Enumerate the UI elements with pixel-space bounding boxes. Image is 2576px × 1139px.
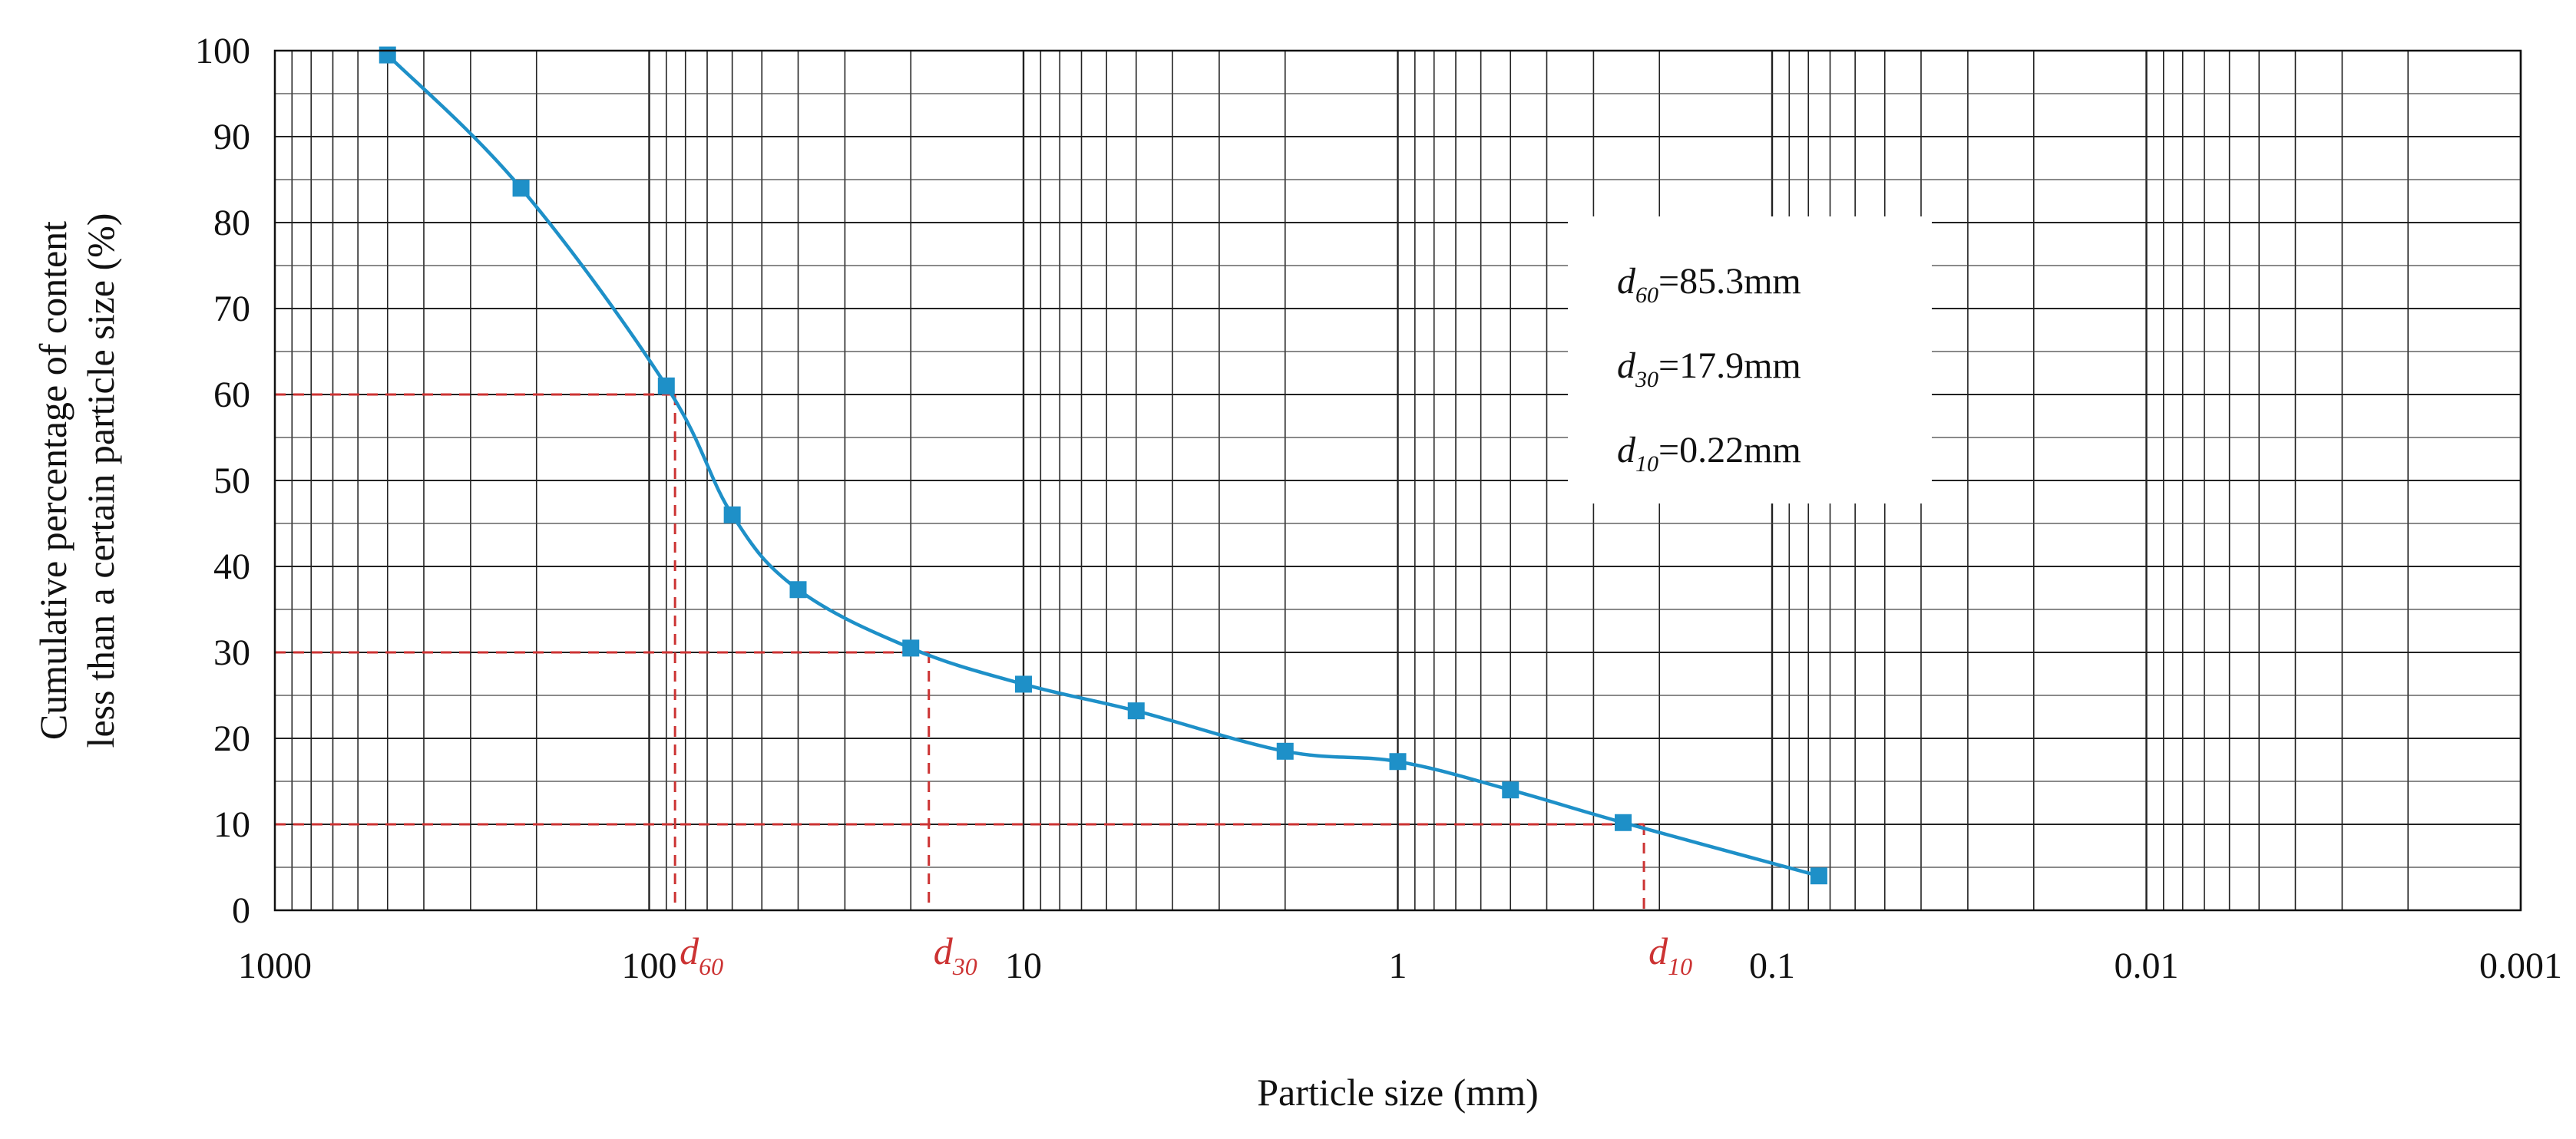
y-tick-label: 80 [213,203,250,243]
annotation-subscript: 10 [1635,451,1658,477]
reference-label-symbol: d [1648,929,1668,972]
data-point [1389,753,1407,771]
reference-lines [275,393,1645,910]
x-tick-label: 0.1 [1749,946,1795,986]
y-tick-label: 10 [213,804,250,845]
data-point [723,506,741,523]
annotation-value: =85.3mm [1658,261,1801,302]
data-point [512,180,530,197]
annotation-subscript: 30 [1635,367,1658,392]
y-axis-title-line: Cumulative percentage of content [31,221,74,740]
y-tick-label: 60 [213,375,250,415]
reference-label-subscript: 60 [699,952,723,980]
reference-label-symbol: d [934,929,954,972]
data-point [379,46,396,64]
plot-border [273,49,2522,912]
series [379,46,1827,885]
plot-frame [273,49,2522,912]
x-axis-title: Particle size (mm) [1257,1071,1539,1114]
y-tick-label: 90 [213,117,250,157]
x-tick-label: 0.001 [2479,946,2562,986]
annotation-line: d10=0.22mm [1617,430,1801,477]
data-point [902,639,920,657]
y-tick-label: 50 [213,461,250,501]
reference-label-subscript: 10 [1668,952,1692,980]
annotation-value: =17.9mm [1658,345,1801,386]
y-tick-label: 100 [195,31,250,71]
data-point [1502,781,1519,799]
annotation-subscript: 60 [1635,282,1658,308]
x-tick-label: 10 [1005,946,1042,986]
y-tick-label: 30 [213,632,250,673]
grid [275,50,2522,911]
y-tick-label: 70 [213,289,250,329]
x-tick-label: 1000 [238,946,312,986]
annotation-symbol: d [1617,261,1636,302]
annotation-background [1568,216,1932,503]
annotation-symbol: d [1617,345,1636,386]
data-point [1127,702,1145,720]
data-point [1015,675,1032,693]
data-point [657,377,675,395]
y-tick-label: 20 [213,718,250,759]
axis-titles: Particle size (mm) Cumulative percentage … [31,213,1539,1114]
reference-label-symbol: d [680,929,699,972]
data-point [1276,742,1294,760]
y-axis-title-line: less than a certain particle size (%) [79,213,122,748]
reference-label-subscript: 30 [952,952,977,980]
data-point [789,581,807,599]
y-tick-label: 0 [232,890,250,931]
tick-labels: 0 10 20 30 40 50 60 70 80 90 100 1000 100 10 1 0.1 0.01 0… [195,31,2562,986]
x-tick-label: 1 [1389,946,1407,986]
annotation-value: =0.22mm [1658,430,1801,470]
data-point [1810,867,1827,885]
x-tick-label: 0.01 [2115,946,2179,986]
annotation-symbol: d [1617,430,1636,470]
x-tick-label: 100 [622,946,677,986]
y-tick-label: 40 [213,546,250,587]
data-point [1615,814,1632,831]
reference-label-30: d30 [934,929,977,980]
reference-label-10: d10 [1648,929,1692,980]
reference-label-60: d60 [680,929,723,980]
annotation-line: d60=85.3mm [1617,261,1801,308]
annotation-line: d30=17.9mm [1617,345,1801,392]
